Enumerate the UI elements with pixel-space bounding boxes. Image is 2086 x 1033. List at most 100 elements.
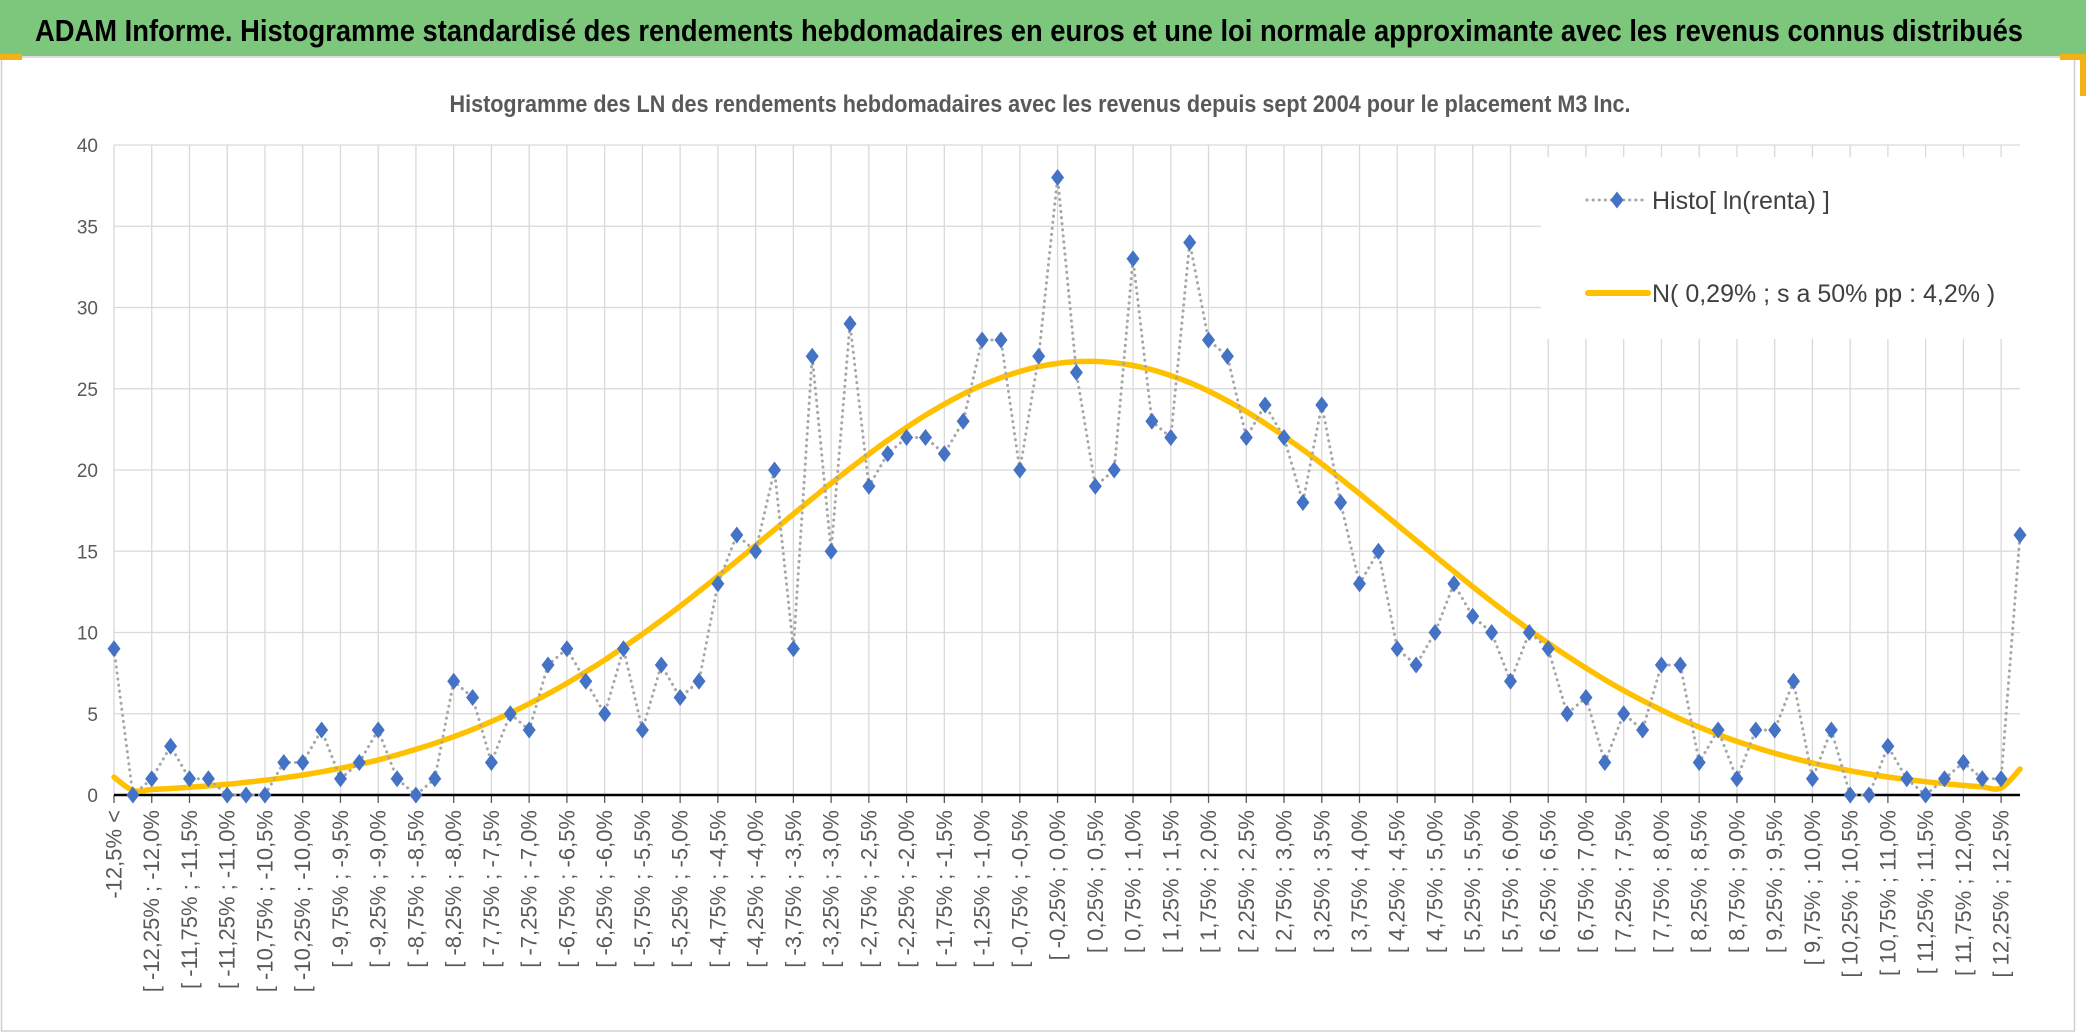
histo-point	[1598, 754, 1612, 771]
x-tick-label: [ -5,25% ; -5,0%	[668, 810, 693, 968]
legend-label-normal: N( 0,29% ; s a 50% pp : 4,2% )	[1652, 280, 1995, 308]
x-tick-label: [ -12,25% ; -12,0%	[139, 810, 164, 992]
histo-point	[503, 705, 517, 723]
y-tick-label: 15	[77, 542, 98, 563]
x-tick-label: [ 8,75% ; 9,0%	[1724, 810, 1749, 953]
histo-point	[1617, 705, 1631, 723]
histo-point	[900, 429, 914, 446]
legend-item-histo: Histo[ ln(renta) ]	[1585, 187, 1830, 215]
x-tick-label: [ -9,75% ; -9,5%	[328, 810, 353, 968]
histo-point	[1541, 640, 1555, 658]
histo-point	[1881, 737, 1895, 755]
histo-point	[1975, 770, 1989, 788]
histo-point	[1051, 169, 1065, 186]
histo-point	[786, 640, 800, 658]
histo-point	[1749, 721, 1763, 739]
chart-frame	[0, 56, 2076, 1032]
histo-point	[296, 754, 310, 771]
histo-point	[258, 786, 272, 804]
histo-point	[1673, 656, 1687, 674]
histo-point	[1711, 721, 1725, 739]
histo-point	[994, 331, 1008, 349]
y-tick-label: 40	[77, 136, 98, 157]
x-tick-label: [ -4,25% ; -4,0%	[743, 810, 768, 968]
histo-point	[1466, 607, 1480, 625]
x-tick-label: [ 10,75% ; 11,0%	[1875, 810, 1900, 976]
histo-point	[749, 542, 763, 560]
histo-point	[654, 656, 668, 674]
x-tick-label: [ 7,25% ; 7,5%	[1611, 810, 1636, 953]
histo-point	[1371, 542, 1385, 560]
histo-point	[1560, 705, 1574, 723]
histo-point	[579, 672, 593, 690]
normal-curve-line	[111, 358, 2023, 794]
legend-diamond-marker	[1610, 191, 1624, 209]
histo-point	[126, 786, 140, 804]
x-tick-label: [ -0,25% ; 0,0%	[1045, 810, 1070, 960]
histo-point	[201, 770, 215, 788]
histo-point	[1956, 754, 1970, 771]
y-tick-label: 25	[77, 380, 98, 401]
x-tick-label: [ 2,25% ; 2,5%	[1234, 810, 1259, 953]
x-tick-label: [ -5,75% ; -5,5%	[630, 810, 655, 968]
histo-point	[2013, 526, 2027, 544]
x-tick-label: [ -6,75% ; -6,5%	[554, 810, 579, 968]
histo-point	[1768, 721, 1782, 739]
x-tick-label: [ -6,25% ; -6,0%	[592, 810, 617, 968]
x-tick-label: [ 8,25% ; 8,5%	[1687, 810, 1712, 953]
header-bar	[0, 0, 2086, 56]
x-tick-label: [ 3,25% ; 3,5%	[1309, 810, 1334, 953]
histo-point	[352, 754, 366, 771]
axes: 0 5 10 15 20 25 30 35 40 -12,5% < [ -12,25% ; -12,…	[77, 136, 2020, 992]
histo-point	[1787, 672, 1800, 690]
corner-accent-right-vertical	[2080, 54, 2086, 96]
x-tick-label: [ 1,75% ; 2,0%	[1196, 810, 1221, 953]
histo-point	[730, 526, 744, 544]
x-tick-label: [ -2,75% ; -2,5%	[856, 810, 881, 968]
histo-point	[919, 429, 932, 446]
histo-point	[975, 331, 989, 349]
histo-point	[1258, 396, 1272, 414]
x-tick-label: [ -1,75% ; -1,5%	[932, 810, 957, 968]
histo-point	[1862, 786, 1876, 804]
histo-point	[711, 575, 725, 593]
histo-point	[107, 640, 121, 658]
histo-point	[334, 770, 347, 788]
histo-point	[390, 770, 404, 788]
histo-point	[239, 786, 253, 804]
histo-point	[447, 672, 461, 690]
x-tick-label: [ -3,25% ; -3,0%	[819, 810, 844, 968]
y-tick-label: 35	[77, 217, 98, 238]
histo-point	[409, 786, 423, 804]
histo-point	[1069, 364, 1083, 381]
histo-point	[824, 542, 838, 560]
x-tick-label: [ -0,75% ; -0,5%	[1007, 810, 1032, 968]
histo-point	[1032, 347, 1046, 365]
histo-point	[1126, 250, 1140, 268]
histo-point	[1277, 429, 1291, 446]
x-tick-label: [ -10,25% ; -10,0%	[290, 810, 315, 992]
x-tick-label: [ 4,75% ; 5,0%	[1423, 810, 1448, 953]
y-tick-label: 5	[87, 705, 98, 726]
histo-point	[277, 754, 291, 771]
histo-point	[862, 477, 876, 495]
legend-box	[1541, 157, 2020, 339]
x-tick-label: [ 9,25% ; 9,5%	[1762, 810, 1787, 953]
histo-point	[956, 412, 970, 430]
histo-point	[1145, 412, 1159, 430]
histo-point	[466, 689, 480, 706]
histo-point	[484, 754, 498, 771]
histo-point	[1654, 656, 1668, 674]
x-tick-label: [ 10,25% ; 10,5%	[1838, 810, 1863, 978]
histo-point	[881, 445, 895, 463]
legend-label-histo: Histo[ ln(renta) ]	[1652, 187, 1830, 215]
x-tick-label: [ 6,75% ; 7,0%	[1574, 810, 1599, 953]
histo-point	[1938, 770, 1951, 788]
histo-point	[1013, 461, 1027, 479]
x-tick-label: [ -1,25% ; -1,0%	[970, 810, 995, 968]
histo-point	[1636, 721, 1650, 739]
x-tick-label: [ -9,25% ; -9,0%	[366, 810, 391, 968]
x-tick-label: [ 9,75% ; 10,0%	[1800, 810, 1825, 965]
gridlines	[113, 144, 2020, 795]
